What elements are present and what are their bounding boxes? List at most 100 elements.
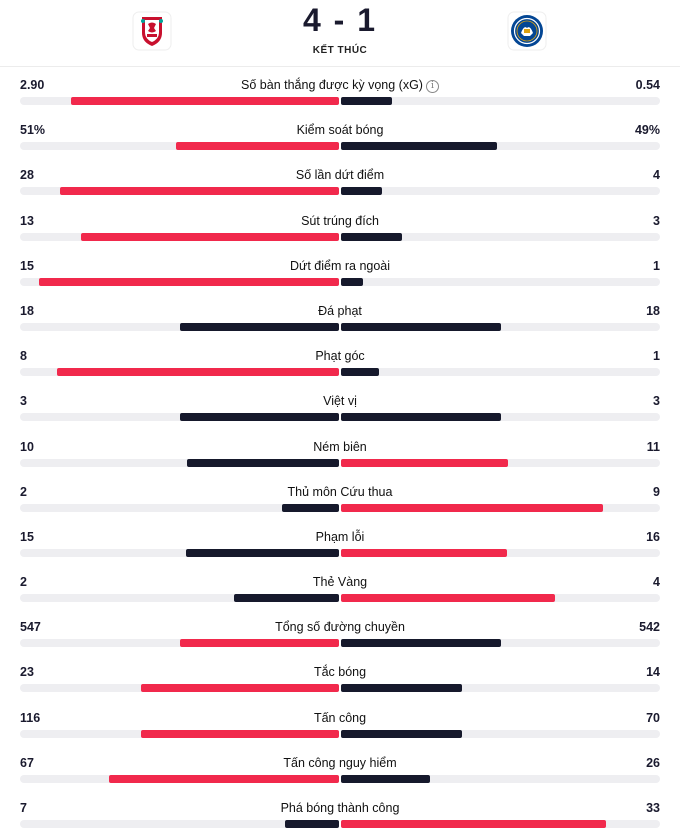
home-stat-value: 10 bbox=[20, 439, 34, 454]
home-bar-track bbox=[20, 684, 339, 693]
home-stat-value: 116 bbox=[20, 710, 41, 725]
home-stat-bar bbox=[187, 458, 339, 467]
stats-list: 2.90 Số bàn thắng được kỳ vọng (xG) i 0.54 5… bbox=[0, 73, 680, 840]
stat-row: 51% Kiểm soát bóng 49% bbox=[0, 118, 680, 163]
stat-row: 8 Phạt góc 1 bbox=[0, 344, 680, 389]
home-stat-bar bbox=[109, 774, 339, 783]
away-stat-value: 9 bbox=[653, 484, 660, 499]
away-stat-bar bbox=[341, 639, 501, 648]
stat-label-text: Kiểm soát bóng bbox=[296, 123, 384, 138]
home-bar-track bbox=[20, 548, 339, 557]
stat-label: Đá phạt bbox=[0, 304, 680, 319]
away-bar-track bbox=[341, 368, 660, 377]
stat-label: Sút trúng đích bbox=[0, 214, 680, 229]
stat-label: Số lần dứt điểm bbox=[0, 168, 680, 183]
away-stat-bar bbox=[341, 187, 383, 196]
stat-label-text: Việt vị bbox=[323, 394, 357, 409]
away-stat-value: 4 bbox=[653, 168, 660, 183]
stat-label-text: Tổng số đường chuyền bbox=[275, 620, 405, 635]
stat-label-text: Đá phạt bbox=[318, 303, 362, 318]
home-stat-bar bbox=[179, 413, 339, 422]
away-bar-track bbox=[341, 458, 660, 467]
away-stat-bar bbox=[341, 774, 431, 783]
away-stat-value: 16 bbox=[646, 529, 660, 544]
away-stat-bar bbox=[341, 232, 402, 241]
away-bar-track bbox=[341, 774, 660, 783]
stat-row: 2 Thẻ Vàng 4 bbox=[0, 570, 680, 615]
home-stat-bar bbox=[284, 820, 339, 828]
away-bar-track bbox=[341, 503, 660, 512]
away-stat-value: 33 bbox=[646, 801, 660, 815]
home-bar-track bbox=[20, 322, 339, 331]
stat-row: 23 Tắc bóng 14 bbox=[0, 660, 680, 705]
home-bar-track bbox=[20, 503, 339, 512]
away-bar-track bbox=[341, 187, 660, 196]
home-stat-bar bbox=[179, 322, 339, 331]
away-bar-track bbox=[341, 820, 660, 828]
away-stat-value: 18 bbox=[646, 303, 660, 318]
stat-label-text: Ném biên bbox=[313, 439, 367, 454]
home-stat-bar bbox=[39, 277, 339, 286]
stat-row: 18 Đá phạt 18 bbox=[0, 299, 680, 344]
away-stat-bar bbox=[341, 277, 364, 286]
home-stat-bar bbox=[185, 548, 339, 557]
away-bar-track bbox=[341, 142, 660, 151]
away-bar-track bbox=[341, 729, 660, 738]
home-stat-bar bbox=[59, 187, 339, 196]
home-stat-bar bbox=[176, 142, 339, 151]
stat-row: 28 Số lần dứt điểm 4 bbox=[0, 163, 680, 208]
away-bar-track bbox=[341, 97, 660, 105]
home-stat-value: 7 bbox=[20, 801, 27, 815]
away-stat-value: 3 bbox=[653, 213, 660, 228]
away-bar-track bbox=[341, 277, 660, 286]
away-stat-value: 1 bbox=[653, 258, 660, 273]
home-stat-bar bbox=[179, 639, 339, 648]
away-stat-bar bbox=[341, 142, 498, 151]
away-stat-value: 14 bbox=[646, 665, 660, 680]
chelsea-crest-icon[interactable] bbox=[507, 11, 547, 51]
stat-label-text: Số lần dứt điểm bbox=[295, 168, 385, 183]
home-stat-value: 28 bbox=[20, 168, 34, 183]
match-status: KẾT THÚC bbox=[312, 45, 368, 56]
stat-row: 2 Thủ môn Cứu thua 9 bbox=[0, 480, 680, 525]
stat-label: Dứt điểm ra ngoài bbox=[0, 259, 680, 274]
stat-row: 2.90 Số bàn thắng được kỳ vọng (xG) i 0.54 bbox=[0, 73, 680, 118]
away-stat-value: 49% bbox=[634, 123, 660, 138]
stat-label-text: Phạm lỗi bbox=[315, 529, 365, 544]
stat-label: Ném biên bbox=[0, 440, 680, 455]
away-stat-value: 4 bbox=[653, 575, 660, 590]
stat-label: Tắc bóng bbox=[0, 665, 680, 680]
home-stat-bar bbox=[281, 503, 339, 512]
away-stat-value: 11 bbox=[646, 439, 660, 454]
home-stat-value: 547 bbox=[20, 620, 41, 635]
away-bar-track bbox=[341, 322, 660, 331]
home-bar-track bbox=[20, 368, 339, 377]
match-header: 4 - 1 KẾT THÚC bbox=[0, 0, 680, 66]
away-stat-value: 70 bbox=[646, 710, 660, 725]
away-stat-bar bbox=[341, 97, 393, 105]
away-stat-bar bbox=[341, 322, 501, 331]
stat-label: Thẻ Vàng bbox=[0, 575, 680, 590]
stat-label: Phạt góc bbox=[0, 349, 680, 364]
home-stat-bar bbox=[71, 97, 339, 105]
away-stat-bar bbox=[341, 594, 555, 603]
info-icon[interactable]: i bbox=[425, 80, 439, 93]
stat-row: 7 Phá bóng thành công 33 bbox=[0, 796, 680, 840]
away-stat-value: 1 bbox=[653, 349, 660, 364]
home-stat-bar bbox=[233, 594, 339, 603]
stat-label: Số bàn thắng được kỳ vọng (xG) i bbox=[0, 78, 680, 93]
stat-label: Tấn công nguy hiểm bbox=[0, 756, 680, 771]
stat-label: Tấn công bbox=[0, 711, 680, 726]
home-stat-value: 8 bbox=[20, 349, 27, 364]
stat-label: Việt vị bbox=[0, 394, 680, 409]
liverpool-crest-icon[interactable] bbox=[132, 11, 172, 51]
stat-label-text: Phạt góc bbox=[315, 349, 365, 364]
home-stat-bar bbox=[141, 729, 339, 738]
stat-row: 116 Tấn công 70 bbox=[0, 706, 680, 751]
stat-row: 15 Phạm lỗi 16 bbox=[0, 525, 680, 570]
away-stat-value: 26 bbox=[646, 755, 660, 770]
home-stat-value: 2 bbox=[20, 575, 27, 590]
away-stat-bar bbox=[341, 729, 463, 738]
home-bar-track bbox=[20, 729, 339, 738]
away-stat-bar bbox=[341, 820, 606, 828]
